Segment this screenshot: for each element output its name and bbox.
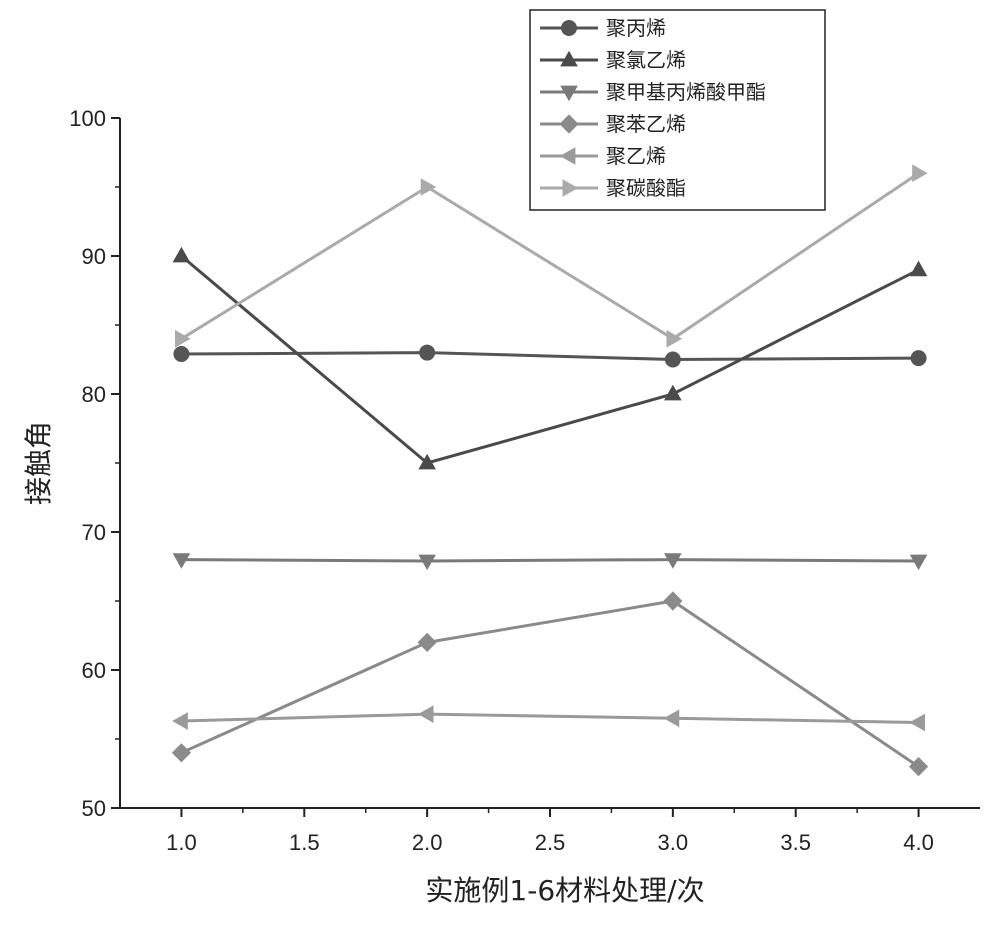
x-tick-label: 1.5 (289, 830, 320, 855)
x-tick-label: 4.0 (903, 830, 934, 855)
data-point-marker (418, 705, 434, 723)
series-line (181, 353, 918, 360)
x-axis-title: 实施例1-6材料处理/次 (425, 874, 704, 907)
legend-label: 聚氯乙烯 (606, 48, 686, 72)
legend-label: 聚碳酸酯 (606, 176, 686, 200)
y-axis-ticks: 50 60 70 80 90 100 (69, 106, 120, 821)
legend-label: 聚苯乙烯 (606, 112, 686, 136)
data-point-marker (172, 712, 188, 730)
series-line (181, 714, 918, 722)
series-3 (173, 553, 928, 570)
x-tick-label: 2.0 (412, 830, 443, 855)
y-tick-label: 60 (82, 658, 106, 683)
series-line (181, 601, 918, 767)
x-tick-label: 2.5 (535, 830, 566, 855)
series-1 (173, 345, 926, 368)
data-point-marker (912, 164, 928, 182)
data-point-marker (419, 345, 435, 361)
y-axis-title: 接触角 (22, 421, 55, 505)
data-point-marker (664, 710, 680, 728)
series-5 (172, 705, 925, 731)
y-tick-label: 90 (82, 244, 106, 269)
series-line (181, 560, 918, 561)
y-tick-label: 70 (82, 520, 106, 545)
data-point-marker (173, 247, 191, 263)
legend-swatch-marker (561, 20, 577, 36)
data-point-marker (173, 346, 189, 362)
data-point-marker (910, 261, 928, 277)
x-axis-ticks: 1.0 1.5 2.0 2.5 3.0 3.5 4.0 (166, 808, 934, 855)
data-point-marker (175, 330, 191, 348)
y-tick-label: 50 (82, 796, 106, 821)
series-4 (172, 591, 928, 776)
data-point-marker (172, 743, 191, 762)
data-point-marker (909, 757, 928, 776)
data-point-marker (665, 352, 681, 368)
legend-label: 聚乙烯 (606, 144, 666, 168)
x-tick-label: 1.0 (166, 830, 197, 855)
data-point-marker (418, 633, 437, 652)
series-layer (172, 164, 928, 776)
data-point-marker (909, 714, 925, 732)
x-tick-label: 3.5 (780, 830, 811, 855)
data-point-marker (663, 591, 682, 610)
data-point-marker (664, 385, 682, 401)
legend-label: 聚甲基丙烯酸甲酯 (606, 80, 766, 104)
y-tick-label: 100 (69, 106, 106, 131)
legend-label: 聚丙烯 (606, 16, 666, 40)
legend: 聚丙烯聚氯乙烯聚甲基丙烯酸甲酯聚苯乙烯聚乙烯聚碳酸酯 (530, 10, 825, 210)
x-tick-label: 3.0 (658, 830, 689, 855)
y-tick-label: 80 (82, 382, 106, 407)
data-point-marker (911, 350, 927, 366)
data-point-marker (421, 178, 437, 196)
